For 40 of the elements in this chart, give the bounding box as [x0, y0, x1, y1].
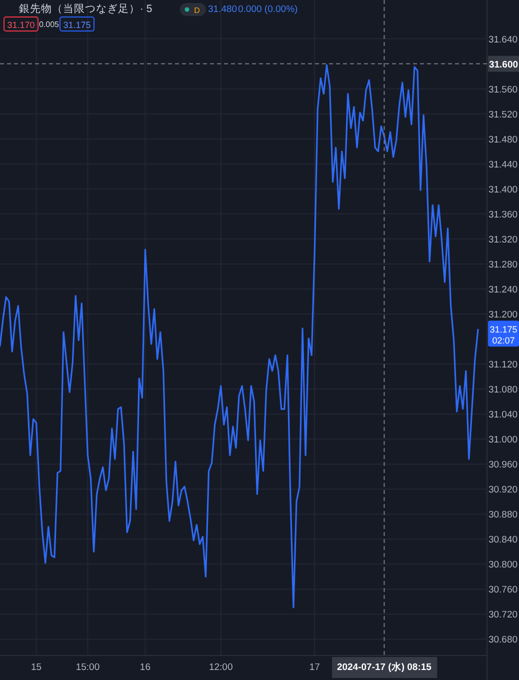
- y-tick-label: 30.840: [488, 534, 518, 546]
- y-tick-label: 30.720: [488, 610, 518, 621]
- y-tick-label: 31.040: [488, 410, 518, 421]
- y-tick-label: 31.320: [488, 234, 518, 246]
- x-tick-label: 15:00: [76, 662, 100, 673]
- line-series: [0, 64, 479, 608]
- ref-line-label: 31.600: [488, 59, 518, 70]
- y-tick-label: 30.960: [488, 460, 518, 471]
- y-tick-label: 31.360: [488, 209, 518, 220]
- x-tick-label: 16: [140, 662, 151, 673]
- annotation: 31.170: [7, 20, 35, 30]
- annotation: 31.480: [208, 4, 238, 15]
- text: 31.175: [490, 324, 518, 335]
- text: 02:07: [492, 336, 515, 346]
- y-tick-label: 31.080: [488, 384, 518, 396]
- x-tick-label: 12:00: [208, 662, 233, 673]
- y-tick-label: 31.480: [488, 134, 518, 146]
- annotation: D: [194, 6, 200, 15]
- y-tick-label: 30.760: [488, 584, 518, 596]
- annotation: 0.005: [38, 20, 60, 29]
- y-tick-label: 31.400: [488, 184, 518, 196]
- y-tick-label: 31.000: [488, 434, 518, 446]
- annotation: 31.175: [63, 20, 91, 30]
- y-tick-label: 31.280: [488, 259, 518, 270]
- y-tick-label: 31.240: [488, 284, 518, 296]
- y-tick-label: 30.920: [488, 484, 518, 496]
- x-tick-label: 17: [309, 662, 320, 673]
- y-tick-label: 31.200: [488, 309, 518, 320]
- y-tick-label: 30.680: [488, 634, 518, 646]
- y-tick-label: 31.520: [488, 109, 518, 120]
- y-tick-label: 31.440: [488, 159, 518, 170]
- y-tick-label: 30.880: [488, 510, 518, 521]
- annotation: 0.000 (0.00%): [238, 4, 298, 15]
- y-tick-label: 30.800: [488, 560, 518, 571]
- x-tick-label: 2024-07-17 (水) 08:15: [336, 661, 432, 673]
- y-tick-label: 31.640: [488, 34, 518, 46]
- y-tick-label: 31.560: [488, 84, 518, 96]
- x-tick-label: 15: [31, 662, 42, 673]
- chart-title: 銀先物（当限つなぎ足）· 5: [19, 2, 152, 15]
- y-tick-label: 31.120: [488, 360, 518, 371]
